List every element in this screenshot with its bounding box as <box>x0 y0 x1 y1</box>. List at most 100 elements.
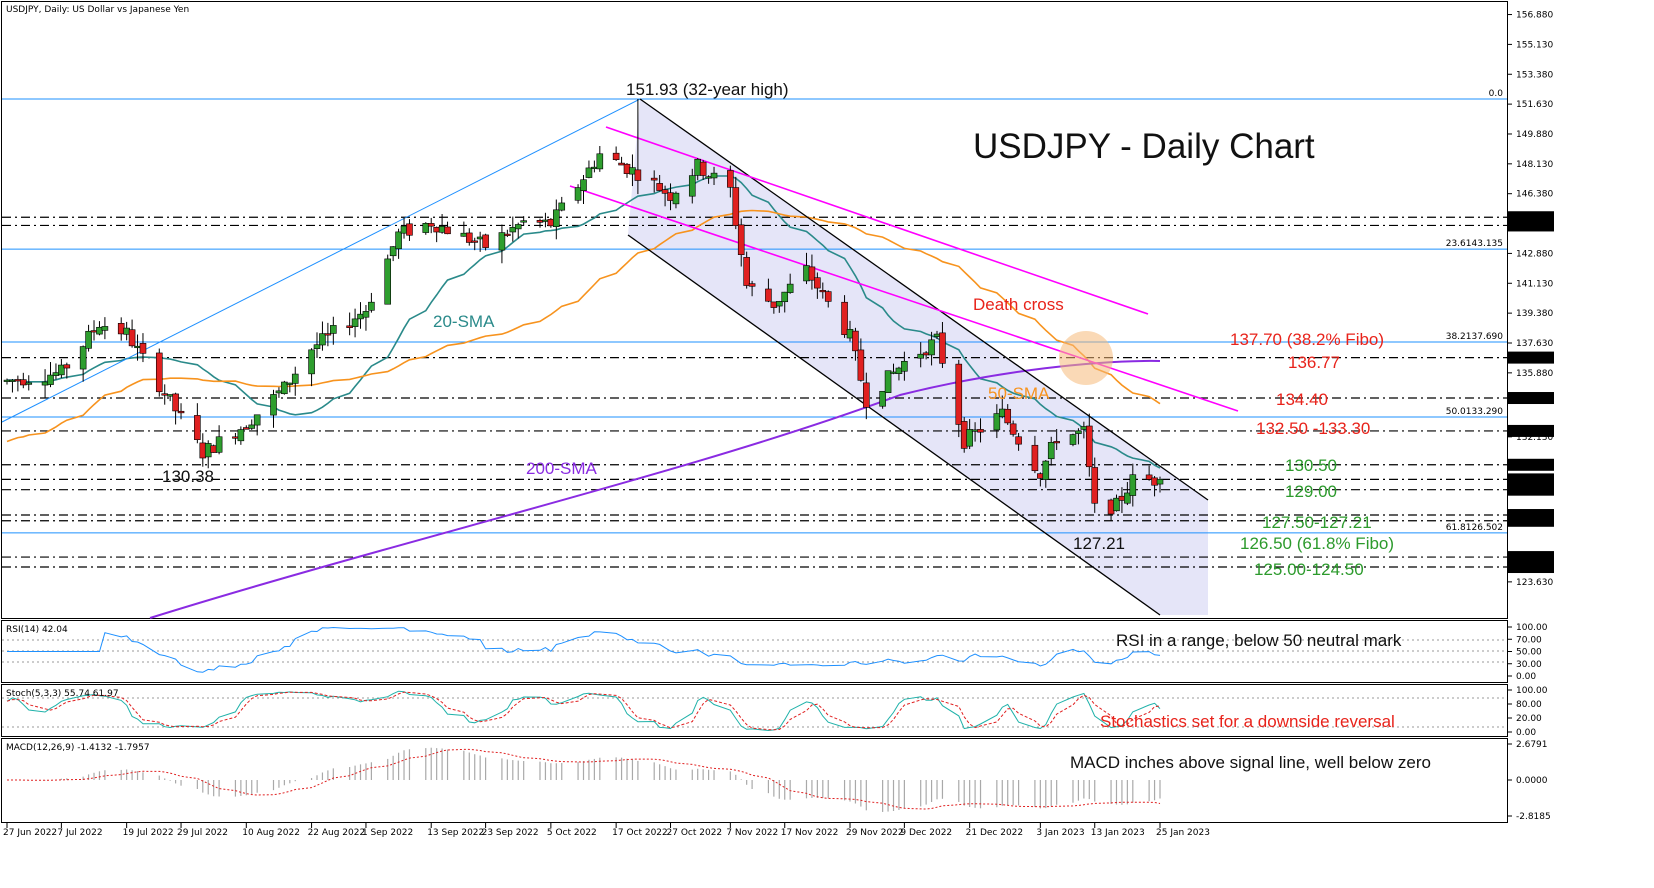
candle-body <box>20 379 27 386</box>
sma20-label: 20-SMA <box>433 312 495 331</box>
candle-body <box>465 232 473 243</box>
sma20-line <box>7 175 1161 469</box>
candle-body <box>1080 426 1088 430</box>
candle-body <box>993 413 1001 431</box>
price-tag <box>1508 514 1554 527</box>
candle-body <box>542 219 549 222</box>
price-tick-label: 155.130 <box>1516 40 1553 50</box>
instrument-label: USDJPY, Daily: US Dollar vs Japanese Yen <box>6 5 189 15</box>
candle-body <box>553 209 560 227</box>
candle-body <box>101 326 109 331</box>
candle-body <box>857 349 865 381</box>
candle-body <box>395 231 402 250</box>
candle-body <box>699 161 707 176</box>
candle-body <box>400 225 408 234</box>
candle-body <box>123 327 130 335</box>
candle-body <box>85 330 92 349</box>
candle-body <box>596 153 604 170</box>
time-tick-label: 29 Jul 2022 <box>177 828 228 838</box>
candle-body <box>514 224 522 230</box>
candle-body <box>433 227 440 233</box>
price-tick-label: 146.380 <box>1516 190 1553 200</box>
price-tick-label: 151.630 <box>1516 100 1553 110</box>
candle-body <box>863 382 870 408</box>
price-tick-label: 139.380 <box>1516 309 1553 319</box>
candle-body <box>971 429 979 432</box>
candle-body <box>939 332 946 364</box>
time-tick-label: 21 Dec 2022 <box>966 828 1024 838</box>
candle-body <box>139 343 147 354</box>
candle-body <box>41 381 49 386</box>
candle-body <box>509 227 517 233</box>
level-125-00: 125.00-124.50 <box>1254 560 1364 579</box>
rsi-line <box>7 626 1161 673</box>
price-tick-label: 141.130 <box>1516 279 1553 289</box>
time-tick-label: 9 Dec 2022 <box>900 828 952 838</box>
candle-body <box>14 379 22 382</box>
death-cross-label: Death cross <box>973 295 1064 314</box>
candle-body <box>998 408 1006 417</box>
candle-body <box>90 330 98 333</box>
candle-body <box>966 429 973 447</box>
candle-body <box>786 283 794 293</box>
candle-body <box>460 232 468 237</box>
candle-body <box>672 192 680 205</box>
candle-body <box>1156 479 1164 485</box>
candle-body <box>819 290 827 293</box>
candle-body <box>1042 460 1050 480</box>
price-tag <box>1508 424 1554 437</box>
stoch-main-line <box>6 690 1161 732</box>
stoch-note: Stochastics set for a downside reversal <box>1100 712 1395 731</box>
candle-body <box>232 436 239 439</box>
candle-body <box>743 257 750 286</box>
candle-body <box>471 240 479 243</box>
time-tick-label: 3 Jan 2023 <box>1036 828 1084 838</box>
candle-body <box>47 374 54 385</box>
death-cross-marker <box>1059 331 1113 385</box>
candle-body <box>710 172 718 179</box>
time-tick-label: 25 Jan 2023 <box>1156 828 1210 838</box>
candle-body <box>884 370 892 393</box>
candle-body <box>574 187 582 201</box>
candle-body <box>1037 473 1044 479</box>
candle-body <box>1129 474 1137 496</box>
price-tag <box>1508 392 1554 405</box>
candle-body <box>852 330 859 352</box>
candle-body <box>330 325 337 334</box>
price-tag-label: 145.000 <box>1512 213 1549 223</box>
candle-body <box>199 442 207 459</box>
candle-body <box>52 372 60 376</box>
price-tag-label: 129.033 <box>1512 486 1549 496</box>
candle-body <box>1053 441 1060 444</box>
channel-lower-line <box>627 234 1161 616</box>
price-tick-label: 156.880 <box>1516 11 1553 21</box>
price-tag <box>1508 551 1554 564</box>
price-tag <box>1508 219 1554 232</box>
time-tick-label: 27 Oct 2022 <box>667 828 723 838</box>
rsi-label: RSI(14) 42.04 <box>6 625 68 635</box>
price-tick-label: 137.630 <box>1516 339 1553 349</box>
candle-body <box>444 226 451 235</box>
candle-body <box>960 421 968 449</box>
rsi-note: RSI in a range, below 50 neutral mark <box>1116 631 1402 650</box>
candle-body <box>824 291 832 302</box>
rsi-axis-tick-label: 0.00 <box>1516 672 1536 682</box>
candle-body <box>917 353 924 359</box>
candle-body <box>765 288 772 302</box>
candle-body <box>155 352 163 393</box>
candle-body <box>58 364 65 376</box>
candle-body <box>291 373 299 384</box>
price-tag-label: 127.210 <box>1512 517 1549 527</box>
candle-body <box>128 329 136 347</box>
candle-body <box>748 283 756 287</box>
candle-body <box>313 344 321 350</box>
candle-body <box>558 202 566 211</box>
time-tick-label: 17 Oct 2022 <box>612 828 668 838</box>
candle-body <box>319 333 326 346</box>
macd-panel-frame <box>1 738 1508 823</box>
macd-label: MACD(12,26,9) -1.4132 -1.7957 <box>6 743 150 753</box>
candle-body <box>1145 474 1153 480</box>
candle-body <box>161 393 169 396</box>
candle-body <box>732 187 740 226</box>
